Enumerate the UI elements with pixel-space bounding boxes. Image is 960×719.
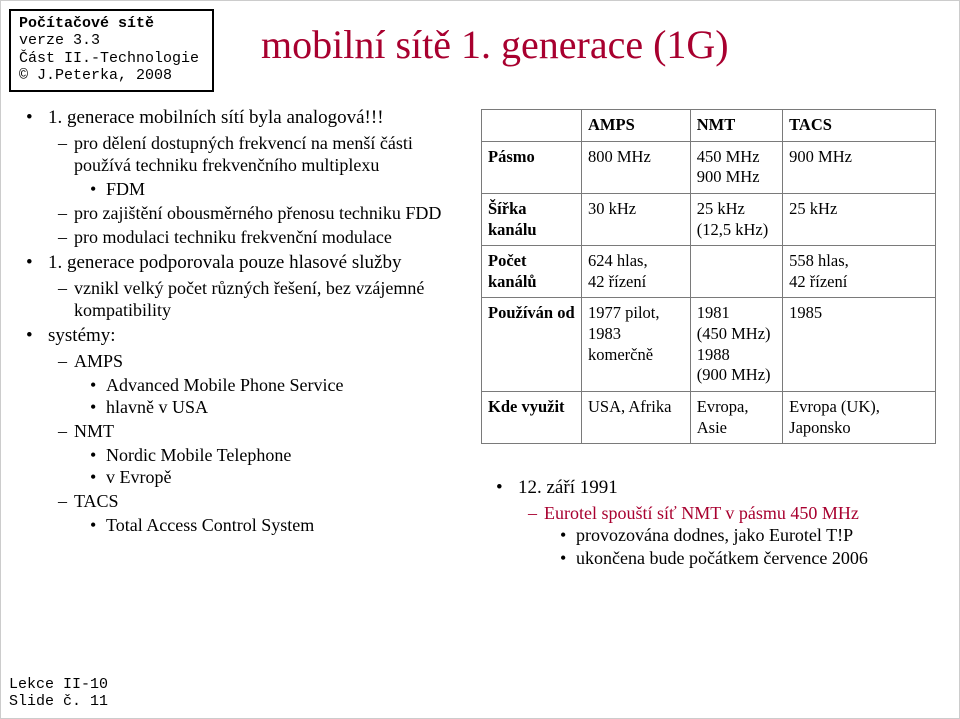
table-row: Šířka kanálu 30 kHz 25 kHz(12,5 kHz) 25 … <box>482 193 936 245</box>
table-head-cell: TACS <box>783 110 936 142</box>
dash-icon: – <box>58 278 74 322</box>
table-cell: 25 kHz(12,5 kHz) <box>690 193 782 245</box>
slide-footer: Lekce II-10 Slide č. 11 <box>9 676 108 711</box>
table-row-head: Počet kanálů <box>482 246 582 298</box>
table-row-head: Kde využit <box>482 391 582 443</box>
bullet-icon: • <box>90 375 106 397</box>
bullet-icon: • <box>560 547 576 570</box>
bullet-icon: • <box>26 324 48 347</box>
table-cell: Evropa (UK), Japonsko <box>783 391 936 443</box>
bullet-text: FDM <box>106 179 466 201</box>
bullet-icon: • <box>90 515 106 537</box>
course-title: Počítačové sítě <box>19 15 204 32</box>
course-copyright: © J.Peterka, 2008 <box>19 67 204 84</box>
dash-icon: – <box>528 502 544 525</box>
table-row: Počet kanálů 624 hlas,42 řízení 558 hlas… <box>482 246 936 298</box>
table-cell: USA, Afrika <box>582 391 691 443</box>
table-row-head: Pásmo <box>482 141 582 193</box>
header-box: Počítačové sítě verze 3.3 Část II.-Techn… <box>9 9 214 92</box>
comparison-table: AMPS NMT TACS Pásmo 800 MHz 450 MHz900 M… <box>481 109 936 444</box>
slide-number: Slide č. 11 <box>9 693 108 710</box>
bullet-text: AMPS <box>74 351 466 373</box>
left-content: •1. generace mobilních sítí byla analogo… <box>26 106 466 537</box>
bullet-text: Nordic Mobile Telephone <box>106 445 466 467</box>
bullet-icon: • <box>26 251 48 274</box>
dash-icon: – <box>58 421 74 443</box>
table-cell: Evropa, Asie <box>690 391 782 443</box>
table-cell: 1985 <box>783 298 936 392</box>
note-text: Eurotel spouští síť NMT v pásmu 450 MHz <box>544 502 936 525</box>
table-row-head: Šířka kanálu <box>482 193 582 245</box>
bullet-text: vznikl velký počet různých řešení, bez v… <box>74 278 466 322</box>
slide-title: mobilní sítě 1. generace (1G) <box>261 21 729 68</box>
bullet-icon: • <box>90 397 106 419</box>
table-cell: 450 MHz900 MHz <box>690 141 782 193</box>
table-row-head: Používán od <box>482 298 582 392</box>
bullet-text: Advanced Mobile Phone Service <box>106 375 466 397</box>
bullet-text: pro dělení dostupných frekvencí na menší… <box>74 133 466 177</box>
dash-icon: – <box>58 203 74 225</box>
table-cell: 1977 pilot,1983 komerčně <box>582 298 691 392</box>
table-cell: 25 kHz <box>783 193 936 245</box>
table-cell: 30 kHz <box>582 193 691 245</box>
table-head-cell: NMT <box>690 110 782 142</box>
dash-icon: – <box>58 133 74 177</box>
table-row: Používán od 1977 pilot,1983 komerčně 198… <box>482 298 936 392</box>
bullet-icon: • <box>90 467 106 489</box>
bullet-text: NMT <box>74 421 466 443</box>
course-version: verze 3.3 <box>19 32 204 49</box>
table-head-cell: AMPS <box>582 110 691 142</box>
bullet-icon: • <box>496 476 518 500</box>
table-cell: 1981(450 MHz)1988(900 MHz) <box>690 298 782 392</box>
table-cell: 558 hlas,42 řízení <box>783 246 936 298</box>
table-head-row: AMPS NMT TACS <box>482 110 936 142</box>
table-head-cell <box>482 110 582 142</box>
table-cell: 900 MHz <box>783 141 936 193</box>
bullet-text: Total Access Control System <box>106 515 466 537</box>
table-row: Pásmo 800 MHz 450 MHz900 MHz 900 MHz <box>482 141 936 193</box>
right-notes: •12. září 1991 –Eurotel spouští síť NMT … <box>496 476 936 569</box>
dash-icon: – <box>58 227 74 249</box>
bullet-text: pro modulaci techniku frekvenční modulac… <box>74 227 466 249</box>
table-cell: 624 hlas,42 řízení <box>582 246 691 298</box>
note-text: provozována dodnes, jako Eurotel T!P <box>576 524 936 547</box>
bullet-icon: • <box>26 106 48 129</box>
note-text: ukončena bude počátkem července 2006 <box>576 547 936 570</box>
bullet-text: 1. generace podporovala pouze hlasové sl… <box>48 251 466 274</box>
bullet-text: systémy: <box>48 324 466 347</box>
bullet-icon: • <box>90 445 106 467</box>
dash-icon: – <box>58 351 74 373</box>
bullet-text: TACS <box>74 491 466 513</box>
table-row: Kde využit USA, Afrika Evropa, Asie Evro… <box>482 391 936 443</box>
table-cell <box>690 246 782 298</box>
bullet-text: 1. generace mobilních sítí byla analogov… <box>48 106 466 129</box>
bullet-icon: • <box>90 179 106 201</box>
bullet-text: hlavně v USA <box>106 397 466 419</box>
slide: Počítačové sítě verze 3.3 Část II.-Techn… <box>0 0 960 719</box>
bullet-icon: • <box>560 524 576 547</box>
table-cell: 800 MHz <box>582 141 691 193</box>
bullet-text: v Evropě <box>106 467 466 489</box>
note-text: 12. září 1991 <box>518 476 936 500</box>
lecture-id: Lekce II-10 <box>9 676 108 693</box>
bullet-text: pro zajištění obousměrného přenosu techn… <box>74 203 466 225</box>
course-part: Část II.-Technologie <box>19 50 204 67</box>
dash-icon: – <box>58 491 74 513</box>
